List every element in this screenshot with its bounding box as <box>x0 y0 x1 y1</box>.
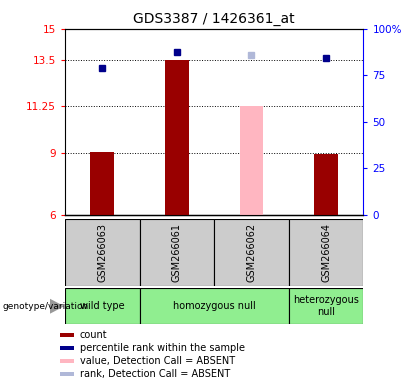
Polygon shape <box>50 299 64 314</box>
Bar <box>60 346 74 350</box>
Text: GSM266061: GSM266061 <box>172 223 182 282</box>
Bar <box>60 372 74 376</box>
Text: rank, Detection Call = ABSENT: rank, Detection Call = ABSENT <box>80 369 230 379</box>
Bar <box>139 288 289 324</box>
Bar <box>65 219 139 286</box>
Text: genotype/variation: genotype/variation <box>2 302 88 311</box>
Bar <box>239 106 263 215</box>
Bar <box>289 219 363 286</box>
Bar <box>289 288 363 324</box>
Title: GDS3387 / 1426361_at: GDS3387 / 1426361_at <box>134 12 295 26</box>
Text: heterozygous
null: heterozygous null <box>293 295 359 317</box>
Bar <box>139 219 214 286</box>
Text: homozygous null: homozygous null <box>173 301 256 311</box>
Text: wild type: wild type <box>80 301 125 311</box>
Bar <box>314 154 338 215</box>
Bar <box>60 333 74 337</box>
Text: GSM266063: GSM266063 <box>97 223 108 282</box>
Text: value, Detection Call = ABSENT: value, Detection Call = ABSENT <box>80 356 235 366</box>
Text: GSM266064: GSM266064 <box>321 223 331 282</box>
Text: percentile rank within the sample: percentile rank within the sample <box>80 343 245 353</box>
Bar <box>60 359 74 363</box>
Bar <box>165 60 189 215</box>
Bar <box>65 288 139 324</box>
Bar <box>214 219 289 286</box>
Bar <box>90 152 114 215</box>
Text: GSM266062: GSM266062 <box>247 223 257 282</box>
Text: count: count <box>80 330 108 340</box>
